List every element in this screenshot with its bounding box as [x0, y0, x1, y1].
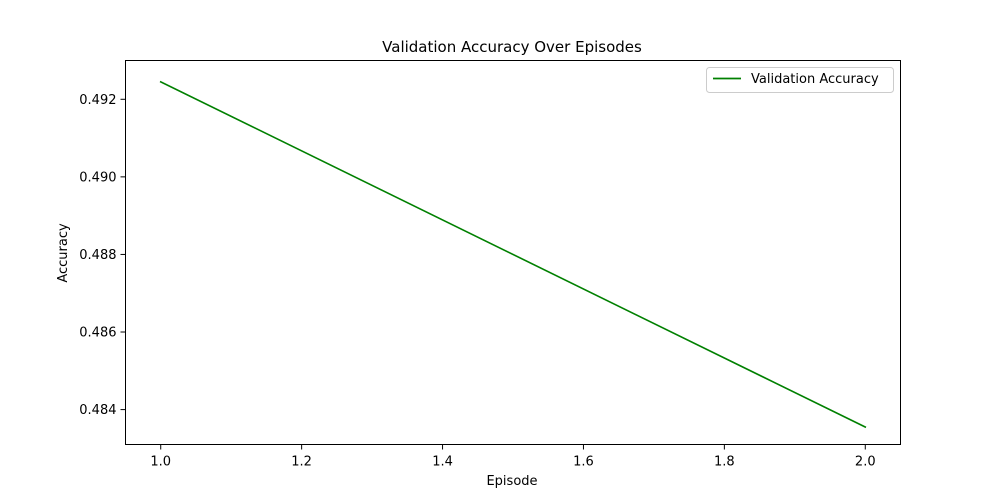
y-tick-label: 0.490 — [79, 170, 116, 185]
series-layer — [159, 80, 867, 429]
legend-label: Validation Accuracy — [751, 72, 879, 87]
plot-area-frame — [125, 60, 901, 445]
y-axis-ticks: 0.484 0.486 0.488 0.490 0.492 — [79, 93, 126, 418]
x-axis-label: Episode — [486, 474, 537, 489]
legend-box — [706, 67, 894, 93]
x-axis-ticks: 1.0 1.2 1.4 1.6 1.8 2.0 — [150, 444, 876, 470]
y-tick-label: 0.492 — [79, 93, 116, 108]
x-tick-label: 2.0 — [855, 455, 876, 470]
y-tick-label: 0.486 — [79, 326, 116, 341]
x-tick-label: 1.8 — [714, 455, 735, 470]
chart-title: Validation Accuracy Over Episodes — [382, 38, 642, 56]
y-tick-label: 0.484 — [79, 403, 116, 418]
x-tick-label: 1.0 — [150, 455, 171, 470]
y-axis-label: Accuracy — [56, 223, 71, 283]
x-tick-label: 1.2 — [291, 455, 312, 470]
series-line-validation-accuracy — [159, 80, 867, 429]
x-tick-label: 1.4 — [432, 455, 453, 470]
x-tick-label: 1.6 — [573, 455, 594, 470]
legend: Validation Accuracy — [706, 67, 894, 93]
y-tick-label: 0.488 — [79, 248, 116, 263]
